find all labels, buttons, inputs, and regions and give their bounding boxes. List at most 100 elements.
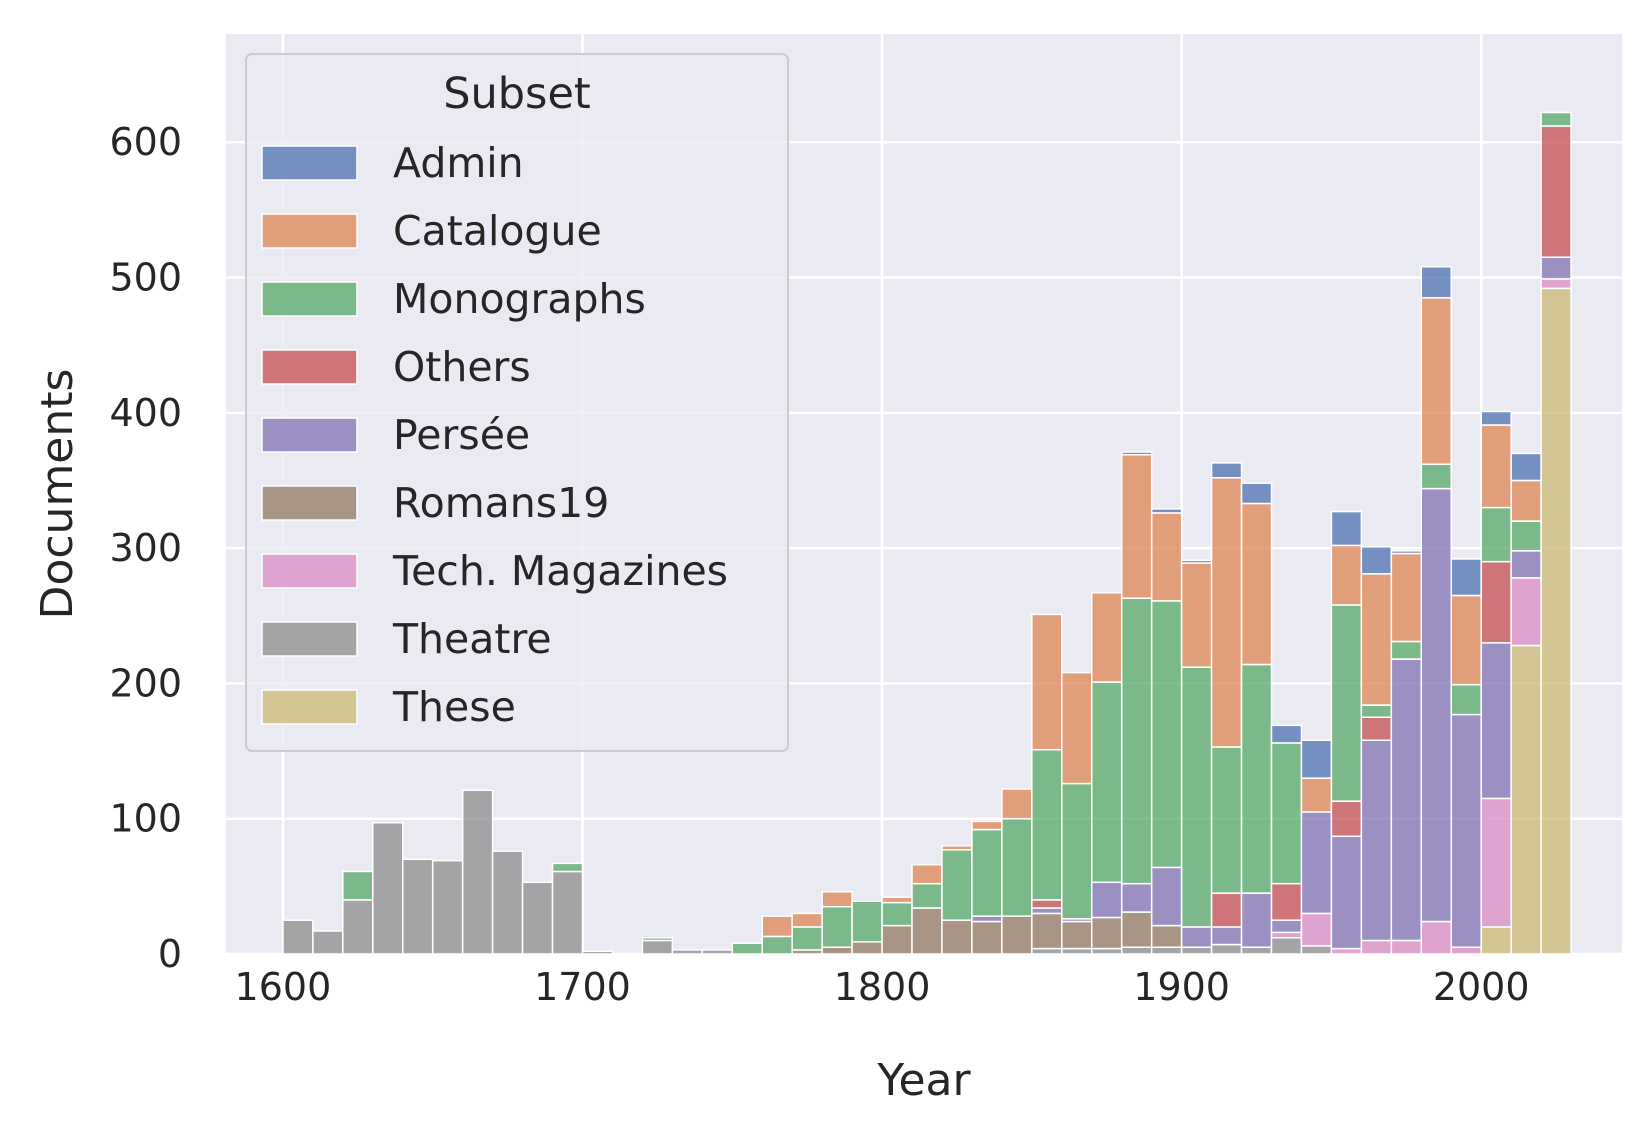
bar-admin-1980 (1420, 265, 1452, 299)
y-axis-label: Documents (32, 369, 83, 620)
bar-romans19-1860 (1061, 920, 1093, 950)
bar-admin-1890 (1150, 508, 1183, 514)
bar-admin-2000 (1480, 410, 1512, 426)
bar-theatre-1920 (1240, 946, 1273, 955)
bar-tech-magazines-1990 (1450, 946, 1482, 955)
bar-theatre-1860 (1061, 947, 1093, 955)
bar-these-2010 (1510, 644, 1542, 955)
y-tick-label-500: 500 (109, 256, 182, 300)
bar-pers-e-1850 (1031, 907, 1063, 915)
bar-catalogue-1800 (881, 896, 913, 904)
legend-swatch-tech-magazines (261, 553, 358, 589)
bar-theatre-1610 (312, 930, 344, 955)
bar-admin-1970 (1390, 550, 1423, 555)
bar-catalogue-1940 (1300, 777, 1333, 813)
bar-monographs-1720 (641, 937, 674, 942)
bar-others-1930 (1270, 882, 1303, 921)
bar-tech-magazines-1980 (1420, 920, 1452, 955)
bar-others-1960 (1360, 716, 1393, 741)
bar-catalogue-1900 (1180, 562, 1213, 668)
legend-swatch-pers-e (261, 417, 358, 453)
bar-catalogue-1810 (911, 863, 943, 885)
bar-monographs-1830 (971, 828, 1003, 917)
bar-theatre-1670 (491, 850, 524, 955)
bar-pers-e-1880 (1120, 882, 1153, 913)
bar-monographs-1930 (1270, 742, 1303, 885)
bar-theatre-1730 (671, 949, 704, 955)
bar-others-1910 (1210, 892, 1243, 928)
bar-theatre-1910 (1210, 943, 1243, 955)
bar-tech-magazines-1950 (1330, 947, 1363, 955)
bar-catalogue-1950 (1330, 544, 1363, 606)
bar-monographs-1780 (821, 905, 853, 948)
bar-theatre-1930 (1270, 937, 1303, 955)
bar-theatre-1880 (1120, 946, 1153, 955)
y-tick-label-100: 100 (109, 797, 182, 841)
bar-catalogue-1860 (1061, 671, 1093, 785)
legend-swatch-catalogue (261, 213, 358, 249)
bar-pers-e-1830 (971, 915, 1003, 923)
bar-theatre-1850 (1031, 947, 1063, 955)
bar-pers-e-2000 (1480, 642, 1512, 800)
bar-theatre-1890 (1150, 946, 1183, 955)
y-tick-label-400: 400 (109, 391, 182, 435)
bar-theatre-1680 (521, 881, 554, 955)
legend-swatch-admin (261, 145, 358, 181)
bar-monographs-1790 (851, 900, 883, 943)
legend-label-monographs: Monographs (393, 275, 646, 323)
bar-pers-e-2010 (1510, 550, 1542, 579)
bar-monographs-1820 (941, 849, 973, 921)
bar-admin-1960 (1360, 546, 1393, 575)
bar-admin-1910 (1210, 462, 1243, 479)
legend-label-catalogue: Catalogue (393, 207, 602, 255)
bar-theatre-1900 (1180, 946, 1213, 955)
bar-pers-e-1960 (1360, 739, 1393, 942)
legend-swatch-monographs (261, 281, 358, 317)
legend-label-pers-e: Persée (393, 411, 530, 459)
legend: Subset Admin Catalogue Monographs Others Per… (245, 53, 789, 752)
bar-pers-e-1940 (1300, 811, 1333, 915)
bar-catalogue-1890 (1150, 512, 1183, 602)
bar-romans19-1870 (1091, 916, 1123, 950)
bar-pers-e-1910 (1210, 926, 1243, 946)
bar-pers-e-1900 (1180, 926, 1213, 948)
bar-monographs-1690 (551, 862, 584, 873)
bar-others-2000 (1480, 560, 1512, 644)
bar-monographs-1760 (761, 935, 793, 955)
bar-monographs-1900 (1180, 666, 1213, 928)
bar-monographs-1750 (731, 942, 763, 955)
bar-catalogue-1960 (1360, 573, 1393, 706)
bar-romans19-1820 (941, 919, 973, 955)
y-axis-ticks: 0 100 200 300 400 500 600 (109, 120, 182, 976)
bar-monographs-1770 (791, 926, 823, 951)
bar-catalogue-1920 (1240, 502, 1273, 666)
bar-monographs-2020 (1540, 111, 1572, 127)
bar-monographs-1970 (1390, 640, 1423, 660)
bar-monographs-1810 (911, 882, 943, 909)
legend-frame (245, 53, 789, 752)
bar-catalogue-1980 (1420, 297, 1452, 465)
legend-title: Subset (443, 69, 591, 119)
legend-label-admin: Admin (393, 139, 524, 187)
bar-monographs-1620 (342, 870, 374, 901)
bar-monographs-1890 (1150, 600, 1183, 869)
bar-monographs-1990 (1450, 684, 1482, 716)
bar-catalogue-1780 (821, 891, 853, 908)
bar-tech-magazines-2000 (1480, 797, 1512, 928)
bar-monographs-1850 (1031, 748, 1063, 901)
bar-theatre-1630 (372, 822, 404, 955)
bar-theatre-1650 (431, 859, 464, 955)
x-axis-label: Year (876, 1055, 971, 1106)
legend-label-romans19: Romans19 (393, 479, 609, 527)
bar-romans19-1790 (851, 941, 883, 955)
bar-others-2020 (1540, 125, 1572, 258)
bar-catalogue-1880 (1120, 454, 1153, 599)
bar-romans19-1780 (821, 946, 853, 955)
x-tick-label-1900: 1900 (1133, 965, 1230, 1009)
bar-theatre-1720 (641, 939, 674, 955)
bar-monographs-2010 (1510, 520, 1542, 552)
bar-theatre-1690 (551, 870, 584, 955)
bar-catalogue-1850 (1031, 613, 1063, 751)
legend-label-tech-magazines: Tech. Magazines (392, 547, 728, 595)
